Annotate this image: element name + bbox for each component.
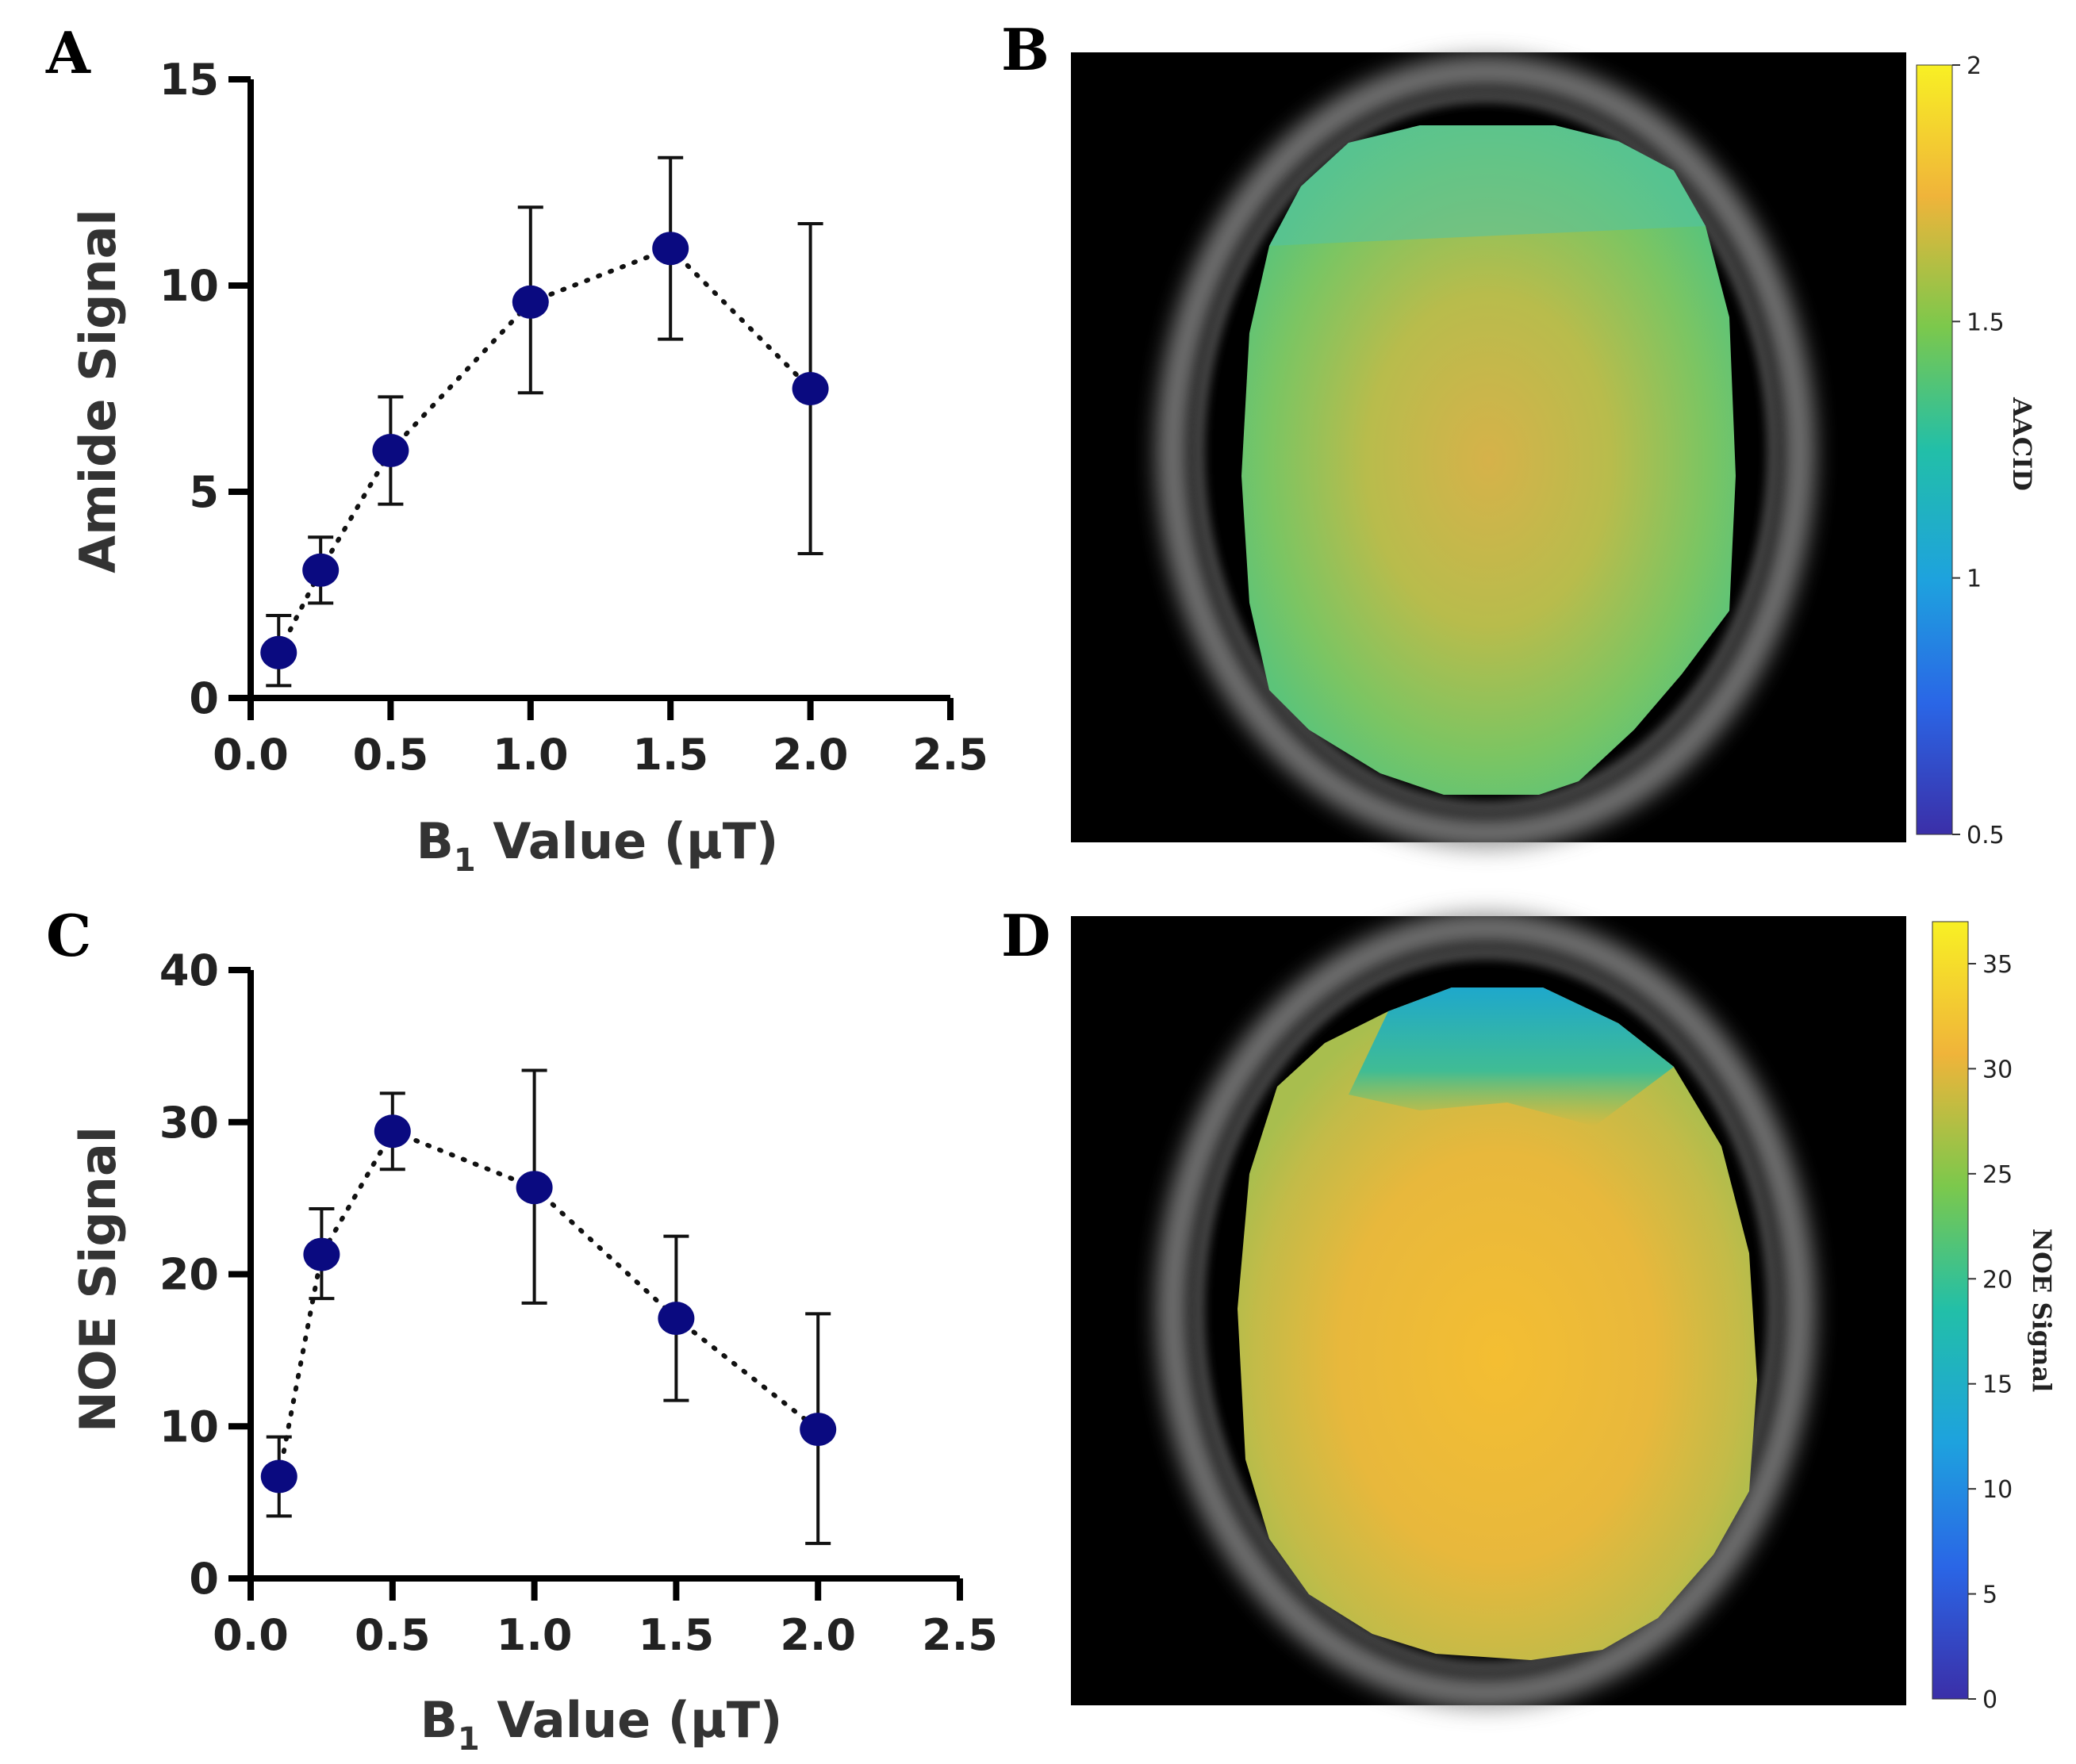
x-tick-label: 0.0 [213,1610,289,1660]
y-tick-label: 40 [159,945,219,995]
data-point [302,553,340,587]
chart-a-xlabel-main: B [416,812,454,870]
colorbar-tick-label: 0 [1982,1686,1997,1714]
chart-a: 0 5 10 15 0.0 0.5 1.0 1.5 2.0 2.5 Amide Signal B1… [69,55,988,879]
colorbar-tick-label: 5 [1982,1582,1997,1609]
colorbar-b-ticks: 0.5 1 1.5 2 [1952,52,2005,849]
chart-c-xlabel-rest: Value (µT) [480,1691,783,1749]
x-tick-label: 1.0 [497,1610,573,1660]
panel-letter-c: C [46,902,91,969]
colorbar-tick-label: 20 [1982,1266,2013,1294]
colorbar-d-label: NOE Signal [2027,1229,2057,1392]
chart-c-errorbars [266,1068,831,1545]
chart-a-ylabel: Amide Signal [69,209,127,573]
colorbar-tick-label: 25 [1982,1161,2013,1189]
y-tick-label: 10 [159,1402,219,1451]
series-connector-line [276,1128,821,1479]
brain-map-d: 0 5 10 15 20 25 30 35 NOE Signal [1071,912,2057,1714]
data-point [512,285,549,319]
y-tick-label: 10 [159,261,219,311]
chart-a-xlabel-rest: Value (µT) [476,812,779,870]
chart-a-errorbars [266,155,823,688]
colorbar-tick-label: 0.5 [1967,822,2005,849]
brain-map-b: 0.5 1 1.5 2 AACID [1071,52,2037,849]
data-point [652,232,689,266]
chart-c-xlabel-main: B [420,1691,458,1749]
brain-d-tissue [1238,987,1757,1660]
x-tick-label: 2.5 [922,1610,998,1660]
data-point [658,1302,695,1336]
chart-a-xlabel: B1 Value (µT) [416,812,779,879]
brain-d-skull [1157,912,1815,1708]
x-tick-label: 2.0 [773,730,849,780]
chart-c-tick-labels: 0 10 20 30 40 0.0 0.5 1.0 1.5 2.0 2.5 [159,945,998,1660]
data-point [800,1413,837,1447]
brain-d-skull-inner [1193,948,1779,1673]
colorbar-d [1932,921,1969,1700]
brain-b-tissue [1241,125,1736,795]
y-tick-label: 5 [189,467,219,517]
y-tick-label: 15 [159,55,219,105]
colorbar-tick-label: 2 [1967,52,1982,80]
chart-c-axes [228,967,963,1601]
panel-letter-a: A [45,19,91,86]
y-tick-label: 0 [189,1554,219,1604]
y-tick-label: 30 [159,1098,219,1148]
colorbar-tick-label: 35 [1982,951,2013,979]
chart-c-xlabel: B1 Value (µT) [420,1691,783,1758]
colorbar-tick-label: 1 [1967,566,1982,593]
chart-c: 0 10 20 30 40 0.0 0.5 1.0 1.5 2.0 2.5 NOE Signal B… [69,945,998,1758]
chart-c-connector [276,1128,821,1479]
brain-b-skull [1157,56,1815,849]
x-tick-label: 1.5 [632,730,708,780]
colorbar-d-ticks: 0 5 10 15 20 25 30 35 [1968,951,2013,1714]
chart-a-points [260,232,829,669]
x-tick-label: 0.5 [353,730,429,780]
colorbar-tick-label: 1.5 [1967,309,2005,336]
data-point [303,1237,340,1271]
panel-letter-d: D [1001,902,1050,969]
data-point [260,1459,297,1494]
x-tick-label: 0.0 [213,730,289,780]
colorbar-b-label: AACID [2007,397,2037,491]
data-point [372,434,409,467]
chart-a-axes [228,76,954,720]
chart-c-ylabel: NOE Signal [69,1126,127,1432]
colorbar-tick-label: 10 [1982,1476,2013,1504]
panel-letter-b: B [1001,16,1050,83]
brain-d-frontal [1349,987,1674,1126]
brain-b-skull-inner [1193,91,1779,813]
chart-c-xlabel-sub: 1 [458,1721,480,1758]
data-point [260,635,297,669]
colorbar-b [1916,64,1953,835]
x-tick-label: 2.0 [780,1610,856,1660]
brain-b-frontal [1269,125,1706,246]
data-point [792,372,829,405]
x-tick-label: 2.5 [912,730,988,780]
colorbar-tick-label: 30 [1982,1056,2013,1083]
data-point [374,1114,411,1149]
y-tick-label: 20 [159,1250,219,1300]
colorbar-tick-label: 15 [1982,1371,2013,1399]
x-tick-label: 1.5 [639,1610,715,1660]
y-tick-label: 0 [189,673,219,723]
chart-a-xlabel-sub: 1 [454,842,476,879]
x-tick-label: 1.0 [493,730,569,780]
data-point [516,1171,553,1205]
chart-a-tick-labels: 0 5 10 15 0.0 0.5 1.0 1.5 2.0 2.5 [159,55,988,780]
x-tick-label: 0.5 [355,1610,431,1660]
chart-c-points [260,1114,837,1494]
